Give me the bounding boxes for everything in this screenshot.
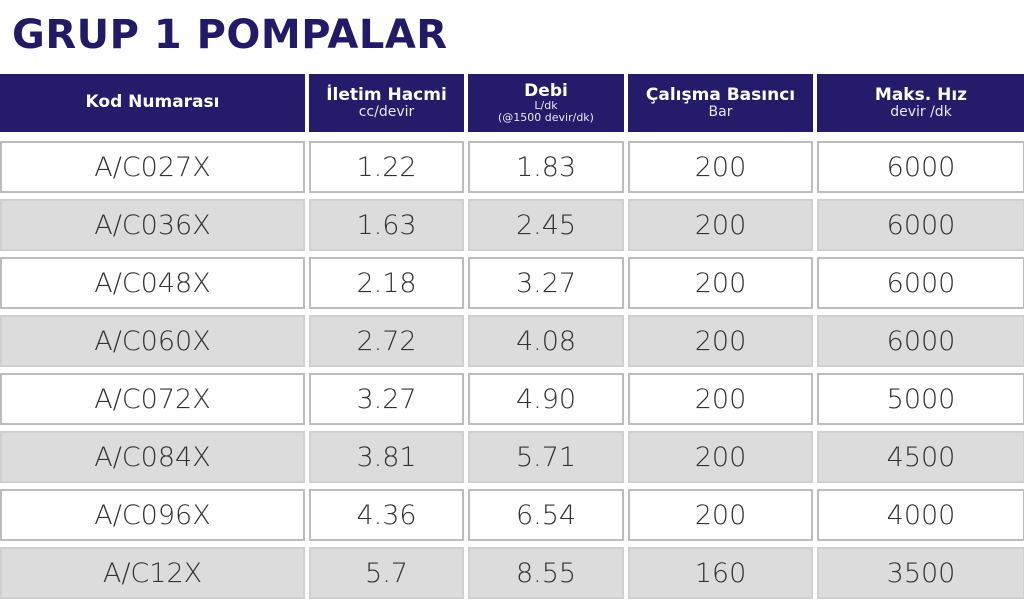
header-label: Maks. Hız [874,84,968,105]
header-label: İletim Hacmi [326,84,447,105]
cell-displacement: 4.36 [309,489,464,541]
cell-pressure: 200 [628,257,813,309]
cell-max-speed: 6000 [817,141,1024,193]
header-flow: Debi L/dk (@1500 devir/dk) [468,74,624,132]
cell-max-speed: 6000 [817,315,1024,367]
cell-flow: 8.55 [468,547,624,599]
cell-code: A/C084X [0,431,305,483]
cell-pressure: 200 [628,489,813,541]
cell-displacement: 3.27 [309,373,464,425]
cell-flow: 5.71 [468,431,624,483]
header-code: Kod Numarası [0,74,305,132]
header-label: Çalışma Basıncı [645,84,796,105]
pump-table: Kod Numarası İletim Hacmi cc/devir Debi L/dk… [0,74,1024,605]
header-label: Kod Numarası [85,92,220,113]
cell-flow: 1.83 [468,141,624,193]
cell-code: A/C027X [0,141,305,193]
cell-code: A/C036X [0,199,305,251]
cell-max-speed: 6000 [817,257,1024,309]
cell-pressure: 200 [628,199,813,251]
cell-max-speed: 4000 [817,489,1024,541]
cell-code: A/C12X [0,547,305,599]
cell-displacement: 2.72 [309,315,464,367]
header-max-speed: Maks. Hız devir /dk [817,74,1024,132]
cell-flow: 3.27 [468,257,624,309]
cell-displacement: 1.63 [309,199,464,251]
cell-pressure: 200 [628,315,813,367]
cell-flow: 4.90 [468,373,624,425]
header-unit: cc/devir [358,103,415,120]
cell-flow: 4.08 [468,315,624,367]
header-pressure: Çalışma Basıncı Bar [628,74,813,132]
cell-pressure: 200 [628,141,813,193]
header-unit: Bar [708,103,733,120]
cell-pressure: 160 [628,547,813,599]
header-displacement: İletim Hacmi cc/devir [309,74,464,132]
header-label: Debi [524,80,568,101]
cell-max-speed: 4500 [817,431,1024,483]
cell-pressure: 200 [628,373,813,425]
cell-flow: 6.54 [468,489,624,541]
cell-pressure: 200 [628,431,813,483]
cell-flow: 2.45 [468,199,624,251]
cell-displacement: 5.7 [309,547,464,599]
header-unit: (@1500 devir/dk) [498,110,594,124]
header-unit: devir /dk [890,103,952,120]
page-title: GRUP 1 POMPALAR [12,12,448,58]
cell-code: A/C096X [0,489,305,541]
cell-displacement: 1.22 [309,141,464,193]
cell-max-speed: 6000 [817,199,1024,251]
cell-max-speed: 3500 [817,547,1024,599]
cell-code: A/C060X [0,315,305,367]
header-unit: L/dk [534,99,558,113]
cell-displacement: 2.18 [309,257,464,309]
cell-displacement: 3.81 [309,431,464,483]
cell-max-speed: 5000 [817,373,1024,425]
cell-code: A/C048X [0,257,305,309]
cell-code: A/C072X [0,373,305,425]
